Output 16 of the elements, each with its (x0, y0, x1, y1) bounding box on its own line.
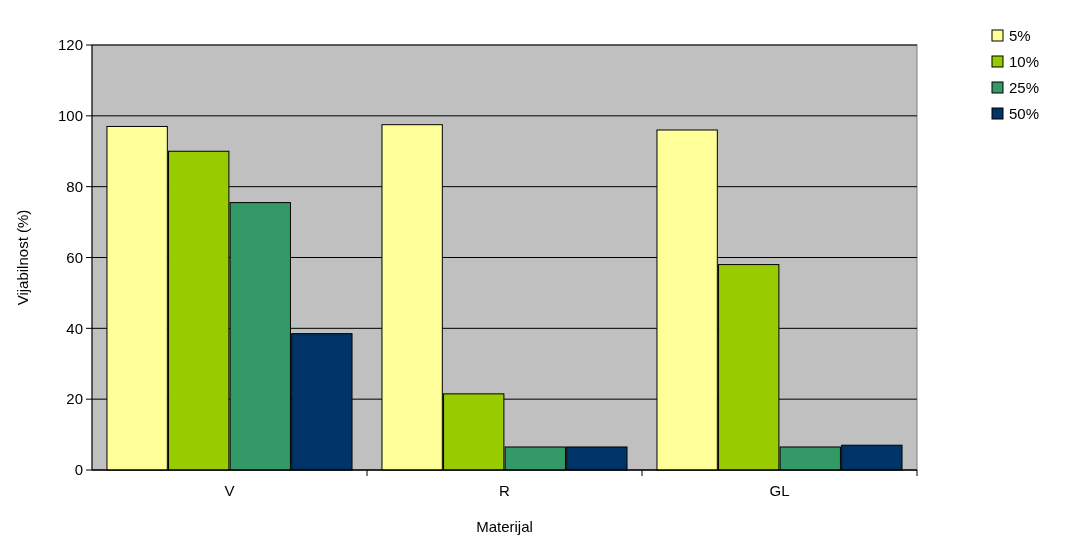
y-tick-label: 120 (57, 36, 83, 54)
y-tick-label: 0 (74, 461, 83, 479)
y-tick-label: 20 (66, 390, 83, 408)
x-axis-title: Materijal (476, 518, 533, 535)
y-axis-title: Vijabilnost (%) (14, 209, 31, 306)
y-tick-label: 40 (66, 319, 83, 337)
legend-label: 10% (1009, 53, 1040, 71)
x-tick-label: V (224, 482, 235, 499)
x-tick-label: R (499, 482, 511, 499)
y-tick-label: 100 (57, 107, 83, 125)
x-tick-label: GL (769, 482, 790, 499)
legend-label: 50% (1009, 105, 1040, 123)
y-tick-label: 60 (66, 248, 83, 266)
legend-label: 25% (1009, 79, 1040, 97)
legend-label: 5% (1009, 27, 1031, 45)
y-tick-label: 80 (66, 177, 83, 195)
